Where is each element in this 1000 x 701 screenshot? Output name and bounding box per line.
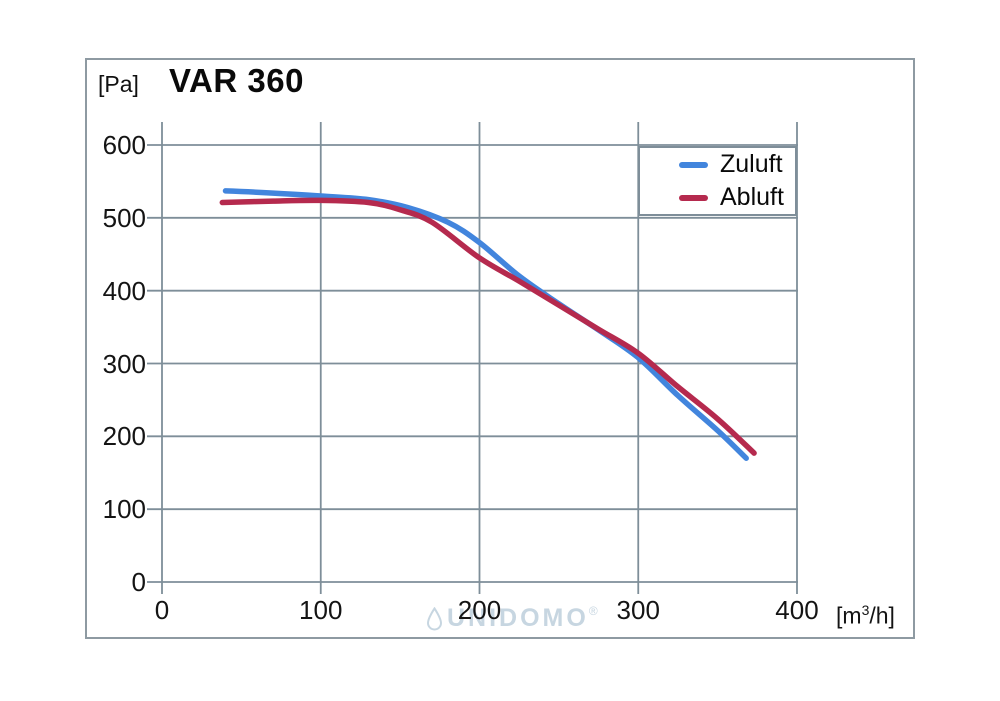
x-axis-unit-label: [m3/h] (836, 602, 895, 629)
x-tick-label: 300 (616, 595, 660, 625)
y-tick-label: 400 (102, 275, 146, 306)
page-title: VAR 360 (169, 62, 304, 99)
legend-label-abluft: Abluft (720, 183, 784, 211)
abluft-line-swatch (679, 194, 708, 201)
registered-mark: ® (588, 604, 598, 618)
x-tick-label: 0 (154, 595, 170, 625)
legend-label-zuluft: Zuluft (720, 150, 783, 178)
legend: Zuluft Abluft (638, 146, 797, 216)
watermark: UNIDOMO ® (426, 604, 598, 632)
droplet-icon (426, 607, 443, 631)
y-tick-label: 200 (102, 421, 146, 452)
abluft-curve (219, 197, 757, 456)
y-tick-label: 100 (102, 494, 146, 525)
x-tick-label: 200 (457, 595, 502, 625)
zuluft-curve (222, 188, 749, 461)
watermark-text: UNIDOMO (447, 604, 589, 632)
y-tick-label: 300 (102, 348, 146, 379)
legend-item-zuluft: Zuluft (640, 148, 795, 181)
zuluft-line-swatch (679, 161, 708, 168)
x-tick-label: 400 (775, 595, 819, 625)
x-tick-label: 100 (299, 595, 343, 625)
data-curves (219, 188, 757, 461)
y-tick-label: 0 (131, 567, 146, 597)
y-axis-unit-label: [Pa] (98, 71, 139, 97)
y-tick-label: 500 (102, 202, 146, 233)
legend-item-abluft: Abluft (640, 181, 795, 214)
y-tick-label: 600 (102, 130, 146, 160)
